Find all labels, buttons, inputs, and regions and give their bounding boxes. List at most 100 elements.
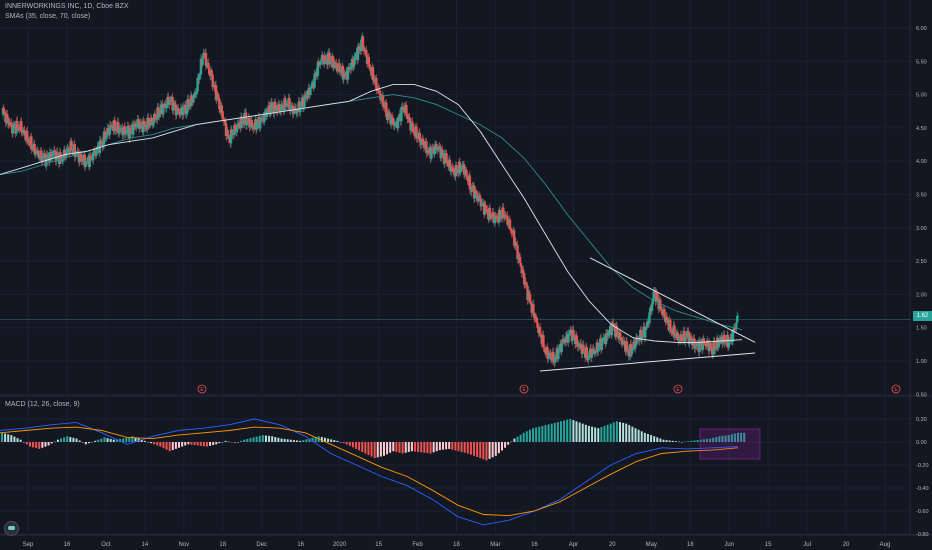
- candle-body: [659, 299, 662, 307]
- candle: [633, 337, 636, 352]
- candle: [508, 215, 512, 232]
- macd-histogram-bar: [600, 427, 603, 442]
- candle: [123, 121, 127, 139]
- macd-histogram-bar: [699, 439, 702, 442]
- candle-body: [196, 77, 199, 92]
- macd-legend[interactable]: MACD (12, 26, close, 9): [5, 401, 80, 408]
- macd-histogram-bar: [677, 441, 680, 443]
- macd-histogram-bar: [606, 424, 609, 442]
- candle-body: [317, 61, 320, 65]
- candle-body: [645, 324, 649, 327]
- candle-body: [674, 335, 677, 338]
- candle-body: [299, 103, 303, 105]
- macd-histogram-bar: [715, 437, 718, 442]
- candle-body: [230, 129, 234, 135]
- candle: [70, 137, 73, 155]
- candle: [415, 122, 418, 143]
- candle: [704, 341, 707, 350]
- candle-body: [716, 337, 720, 347]
- macd-histogram-bar: [97, 439, 100, 442]
- candle-body: [685, 331, 689, 337]
- macd-histogram-bar: [156, 442, 159, 446]
- candle-body: [80, 154, 83, 161]
- macd-histogram-bar: [603, 425, 606, 442]
- y-tick-label: 2.50: [916, 259, 927, 265]
- candle-body: [459, 169, 462, 172]
- candle-body: [216, 93, 219, 98]
- macd-histogram-bar: [109, 438, 112, 442]
- candle-body: [263, 112, 266, 123]
- candle-body: [532, 304, 535, 313]
- sma-legend[interactable]: SMAs (35, close, 70, close): [5, 13, 91, 20]
- candle: [484, 200, 487, 214]
- candle-body: [708, 343, 711, 352]
- x-tick-label: Oct: [101, 542, 111, 548]
- candle-body: [575, 335, 579, 342]
- macd-histogram-bar: [609, 423, 612, 442]
- candle: [118, 124, 122, 136]
- candle-body: [400, 107, 403, 122]
- candle-body: [107, 128, 110, 133]
- macd-histogram-bar: [314, 437, 317, 442]
- candle: [593, 347, 596, 358]
- candle: [422, 140, 426, 153]
- candle: [101, 136, 104, 152]
- candle: [393, 118, 396, 131]
- candle-body: [138, 122, 142, 129]
- candle: [245, 118, 249, 130]
- macd-histogram-bar: [674, 441, 677, 442]
- candle: [674, 330, 678, 341]
- macd-histogram-bar: [72, 437, 75, 442]
- candle-body: [385, 102, 388, 118]
- candle-body: [15, 120, 19, 128]
- candle-body: [299, 104, 302, 113]
- candle-body: [451, 168, 455, 172]
- candle-body: [564, 336, 568, 343]
- x-tick-label: 14: [142, 542, 149, 548]
- candle-body: [103, 131, 107, 139]
- macd-histogram-bar: [684, 441, 687, 443]
- macd-histogram-bar: [438, 442, 441, 451]
- macd-histogram-bar: [53, 441, 56, 443]
- macd-histogram-bar: [625, 423, 628, 442]
- macd-histogram-bar: [342, 442, 345, 444]
- macd-histogram-bar: [339, 442, 342, 443]
- macd-histogram-bar: [302, 440, 305, 442]
- macd-histogram-bar: [569, 419, 572, 442]
- candle: [304, 91, 307, 98]
- candle-body: [152, 114, 156, 123]
- candle-body: [178, 111, 181, 115]
- candle-body: [36, 150, 40, 155]
- candle-body: [221, 111, 224, 120]
- candle-body: [208, 68, 211, 75]
- candle-body: [590, 354, 594, 358]
- macd-histogram-bar: [308, 438, 311, 442]
- candle: [582, 340, 585, 354]
- candle-body: [577, 344, 580, 348]
- candle: [333, 57, 336, 70]
- last-price-tag: 1.62: [913, 311, 932, 321]
- x-tick-label: Aug: [880, 542, 891, 548]
- candle: [108, 120, 112, 139]
- candle-body: [451, 166, 454, 169]
- candle: [159, 99, 163, 117]
- macd-histogram-bar: [165, 442, 168, 450]
- candle-body: [193, 94, 196, 98]
- macd-histogram-bar: [485, 442, 488, 461]
- candle-body: [462, 164, 466, 175]
- macd-histogram-bar: [730, 434, 733, 442]
- macd-histogram-bar: [261, 435, 264, 442]
- macd-histogram-bar: [268, 435, 271, 442]
- macd-y-tick-label: -0.20: [916, 463, 929, 469]
- candle-body: [733, 327, 736, 330]
- candle: [184, 100, 188, 119]
- candle-body: [338, 63, 341, 73]
- candle: [549, 349, 553, 364]
- candle: [493, 211, 497, 228]
- macd-histogram-bar: [286, 439, 289, 442]
- macd-histogram-bar: [91, 442, 94, 443]
- candle-body: [702, 338, 705, 342]
- candle-body: [552, 351, 555, 362]
- macd-histogram-bar: [556, 422, 559, 442]
